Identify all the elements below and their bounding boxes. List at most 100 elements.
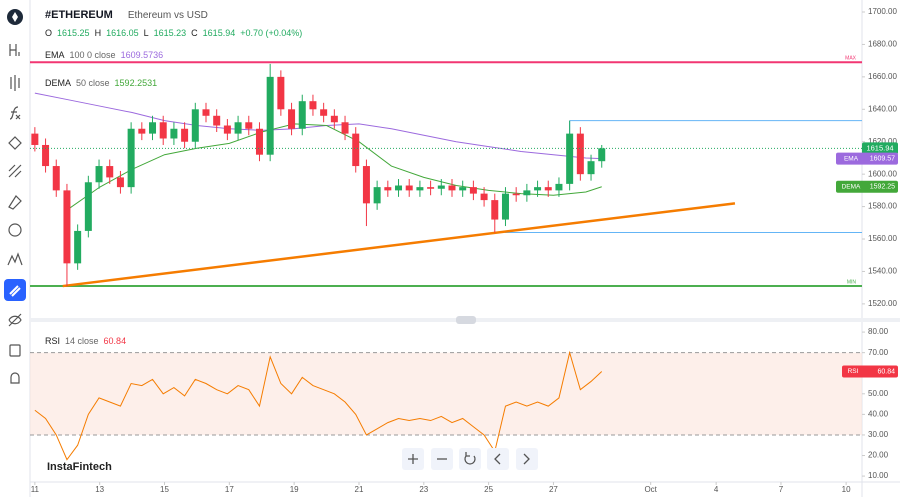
toolbar: [0, 0, 30, 497]
indicator-value: 1592.2531: [114, 78, 158, 88]
candle-body: [191, 109, 199, 142]
indicator-params: 14 close: [65, 336, 99, 346]
tool-icon[interactable]: [8, 195, 22, 210]
candle-body: [523, 190, 531, 196]
candle-body: [52, 166, 60, 191]
y-tick-label: 1700.00: [868, 7, 897, 16]
tool-icon[interactable]: [9, 344, 21, 357]
candle-body: [384, 187, 392, 191]
y-tick-label: 1620.00: [868, 137, 897, 146]
tool-icon[interactable]: [8, 223, 22, 237]
ohlc-label: H: [94, 28, 102, 38]
rsi-band: [30, 352, 862, 435]
candle-body: [576, 133, 584, 175]
indicator-value: 1609.5736: [120, 50, 164, 60]
candle-body: [116, 177, 124, 188]
y-tick-label: 80.00: [868, 327, 889, 336]
candle-body: [213, 115, 221, 126]
y-tick-label: 1580.00: [868, 202, 897, 211]
trend-line: [62, 202, 736, 288]
ohlc-label: C: [191, 28, 198, 38]
scroll-left-icon: [494, 453, 501, 465]
candle-body: [341, 122, 349, 134]
candle-body: [288, 109, 296, 129]
candle-body: [469, 187, 477, 194]
y-tick-label: 20.00: [868, 451, 889, 460]
zoom-in-icon: [408, 454, 418, 464]
indicator-name: RSI: [45, 336, 61, 346]
candle-body: [491, 200, 499, 220]
y-tick-label: 50.00: [868, 389, 889, 398]
x-tick-label: 23: [419, 485, 428, 494]
candle-body: [362, 166, 370, 204]
x-tick-label: 11: [31, 485, 40, 494]
tool-icon[interactable]: [7, 252, 23, 266]
tool-icon[interactable]: [8, 164, 22, 178]
symbol: #ETHEREUM: [45, 9, 113, 21]
indicator-tag-value: 60.84: [877, 368, 895, 375]
x-tick-label: 4: [714, 485, 719, 494]
candle-body: [373, 187, 381, 204]
branding: InstaFintech: [47, 461, 112, 473]
candle-body: [106, 166, 114, 178]
candle-body: [480, 193, 488, 201]
level-label: MAX: [845, 56, 857, 62]
ohlc-label: L: [143, 28, 149, 38]
candle-body: [277, 76, 285, 110]
candle-body: [255, 128, 263, 155]
x-tick-label: 10: [842, 485, 851, 494]
candle-body: [512, 193, 520, 196]
indicator-legend: EMA 100 0 close 1609.5736: [45, 50, 163, 60]
candle-body: [309, 101, 317, 110]
tool-icon[interactable]: [10, 372, 20, 384]
candle-body: [598, 148, 606, 162]
pane-handle[interactable]: [456, 316, 476, 324]
candle-body: [95, 166, 103, 183]
candle-body: [181, 128, 189, 142]
candle-body: [63, 190, 71, 264]
candle-body: [266, 76, 274, 155]
reset-icon: [464, 452, 476, 465]
candle-body: [395, 185, 403, 191]
tool-icon[interactable]: [8, 313, 22, 327]
indicator-tag-value: 1592.25: [870, 184, 895, 191]
reset-button[interactable]: [459, 448, 481, 470]
scroll-left-button[interactable]: [487, 448, 509, 470]
tool-icon[interactable]: [9, 44, 20, 56]
candle-body: [555, 183, 563, 191]
x-tick-label: 27: [549, 485, 558, 494]
candle-body: [245, 122, 253, 129]
candle-body: [31, 133, 39, 145]
tool-icon[interactable]: [8, 136, 22, 150]
candle-body: [138, 128, 146, 134]
x-tick-label: 15: [160, 485, 169, 494]
scroll-right-icon: [523, 453, 530, 465]
ohlc-legend: O 1615.25 H 1616.05 L 1615.23 C 1615.94 +0.70 (+…: [45, 28, 302, 38]
candle-body: [330, 115, 338, 123]
indicator-tag: [836, 152, 898, 165]
ohlc-value: 1615.25: [57, 28, 90, 38]
rsi-pane: [30, 350, 862, 461]
indicator-line: [66, 123, 602, 211]
ohlc-label: O: [45, 28, 53, 38]
indicator-params: 100 0 close: [69, 50, 116, 60]
candle-body: [566, 133, 574, 184]
y-tick-label: 1640.00: [868, 104, 897, 113]
tool-icon[interactable]: [10, 75, 20, 91]
candle-body: [234, 122, 242, 134]
symbol-description: Ethereum vs USD: [127, 10, 208, 21]
candle-body: [223, 125, 231, 134]
candle-body: [149, 122, 157, 134]
indicator-tag-name: EMA: [844, 155, 859, 162]
scroll-right-button[interactable]: [516, 448, 538, 470]
x-tick-label: 19: [290, 485, 299, 494]
candle-body: [427, 187, 435, 189]
tool-icon[interactable]: [9, 106, 21, 120]
y-tick-label: 1680.00: [868, 40, 897, 49]
y-tick-label: 1660.00: [868, 72, 897, 81]
indicator-tag: [842, 365, 898, 378]
y-tick-label: 1540.00: [868, 267, 897, 276]
price-change: +0.70 (+0.04%): [240, 28, 303, 38]
